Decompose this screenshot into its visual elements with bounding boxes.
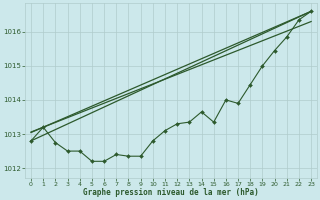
X-axis label: Graphe pression niveau de la mer (hPa): Graphe pression niveau de la mer (hPa)	[83, 188, 259, 197]
